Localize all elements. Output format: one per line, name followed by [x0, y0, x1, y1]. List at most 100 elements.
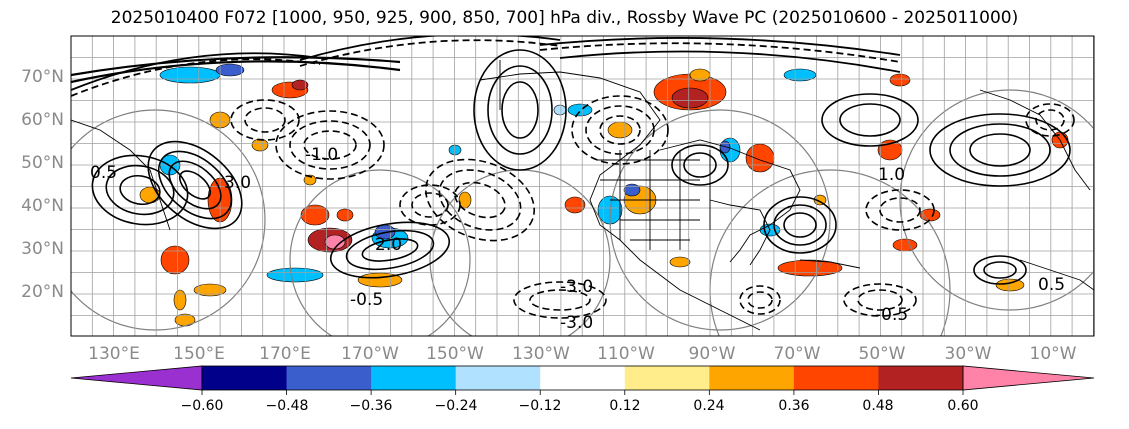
band-contour	[539, 37, 901, 56]
negative-contour	[879, 197, 921, 223]
positive-contour	[105, 164, 175, 216]
negative-contour	[865, 189, 935, 231]
positive-contour	[168, 160, 222, 210]
colorbar-segment	[709, 366, 795, 390]
lat-label-50n: 50°N	[21, 153, 64, 173]
lon-label-130w: 130°W	[512, 344, 570, 364]
colorbar-segment	[878, 366, 964, 390]
contour-label: 1.0	[878, 165, 905, 185]
figure-title: 2025010400 F072 [1000, 950, 925, 900, 85…	[110, 8, 1019, 28]
contour-labels: 0.5 3.0 -1.0 -0.5 2.0 -3.0 1.0 0.5 -0.5 …	[90, 145, 1065, 333]
band-contour	[559, 50, 901, 73]
divergence-patch	[607, 121, 633, 139]
positive-contour	[973, 255, 1027, 285]
lat-label-60n: 60°N	[21, 110, 64, 130]
divergence-patch	[160, 245, 190, 275]
contour-label: 0.5	[1038, 275, 1065, 295]
divergence-patch	[623, 183, 641, 197]
negative-contour	[599, 115, 641, 145]
great-circle	[609, 109, 831, 331]
lon-label-170w: 170°W	[341, 344, 399, 364]
contour-label: -0.5	[875, 305, 908, 325]
divergence-patch	[564, 196, 586, 214]
divergence-patch	[669, 256, 691, 268]
lon-label-130e: 130°E	[88, 344, 140, 364]
divergence-patch	[892, 238, 918, 252]
positive-contour	[773, 204, 827, 246]
band-contour	[71, 56, 401, 77]
negative-contour	[857, 289, 903, 311]
positive-contour	[839, 103, 901, 137]
colorbar-segment	[455, 366, 541, 390]
positive-contour	[147, 140, 243, 230]
positive-contour	[983, 261, 1017, 279]
lon-label-30w: 30°W	[944, 344, 992, 364]
positive-contour	[969, 133, 1031, 167]
divergence-patch	[266, 267, 324, 283]
negative-contour	[585, 105, 655, 155]
negative-contour	[244, 107, 286, 133]
divergence-patch	[173, 289, 187, 311]
map-frame	[70, 35, 1095, 337]
colorbar-segment	[624, 366, 710, 390]
lon-label-70w: 70°W	[773, 344, 821, 364]
band-contour	[71, 52, 321, 91]
negative-contour	[1025, 103, 1075, 137]
positive-contour	[763, 196, 837, 254]
colorbar-segment	[793, 366, 879, 390]
colorbar-tick-label: 0.12	[609, 398, 641, 414]
great-circle	[899, 89, 1094, 311]
divergence-patch	[567, 103, 593, 117]
negative-contour	[303, 130, 357, 160]
negative-contour	[843, 283, 917, 317]
great-circle	[289, 169, 471, 336]
band-contour	[539, 42, 901, 63]
colorbar-tick-label: −0.24	[434, 398, 478, 414]
divergence-patch	[919, 208, 941, 222]
band-contour	[71, 60, 401, 84]
divergence-patch	[215, 63, 245, 77]
negative-contour	[275, 110, 385, 180]
colorbar-over-arrow	[962, 365, 1095, 391]
contour-label: 0.5	[90, 163, 117, 183]
divergence-patch	[193, 283, 227, 297]
positive-contour	[671, 144, 729, 186]
colorbar-segment	[540, 366, 626, 390]
great-circle	[71, 109, 266, 331]
positive-contour	[821, 93, 919, 147]
contour-label: -0.5	[350, 290, 383, 310]
contour-label: -3.0	[560, 277, 593, 297]
lat-label-40n: 40°N	[21, 196, 64, 216]
colorbar-tick-label: −0.48	[265, 398, 309, 414]
positive-contour	[501, 81, 539, 139]
negative-contour	[1035, 109, 1065, 131]
positive-contour	[91, 154, 189, 226]
negative-contour	[424, 158, 536, 242]
positive-contour	[783, 212, 817, 238]
divergence-patch	[553, 104, 567, 116]
positive-contour	[683, 152, 717, 178]
positive-contour	[329, 221, 451, 279]
colorbar-tick-label: −0.12	[518, 398, 562, 414]
colorbar-under-arrow	[70, 365, 203, 391]
colorbar-segment	[202, 366, 288, 390]
lon-label-150w: 150°W	[426, 344, 484, 364]
pc-contours	[71, 36, 1075, 319]
positive-contour	[473, 49, 567, 171]
negative-contour	[571, 95, 669, 165]
lon-label-110w: 110°W	[597, 344, 655, 364]
divergence-patch	[300, 204, 330, 226]
positive-contour	[157, 150, 233, 220]
colorbar-tick-label: 0.24	[693, 398, 725, 414]
negative-contour	[529, 289, 591, 311]
colorbar-tick-label: 0.48	[862, 398, 894, 414]
divergence-patch	[995, 278, 1025, 292]
colorbar-tick-label: 0.60	[947, 398, 979, 414]
positive-contour	[361, 238, 419, 262]
divergence-patch	[139, 186, 161, 204]
positive-contour	[345, 229, 435, 271]
divergence-patch	[303, 174, 317, 186]
divergence-patch	[745, 143, 775, 173]
contour-label: 3.0	[224, 173, 251, 193]
colorbar-tick-label: −0.36	[349, 398, 393, 414]
